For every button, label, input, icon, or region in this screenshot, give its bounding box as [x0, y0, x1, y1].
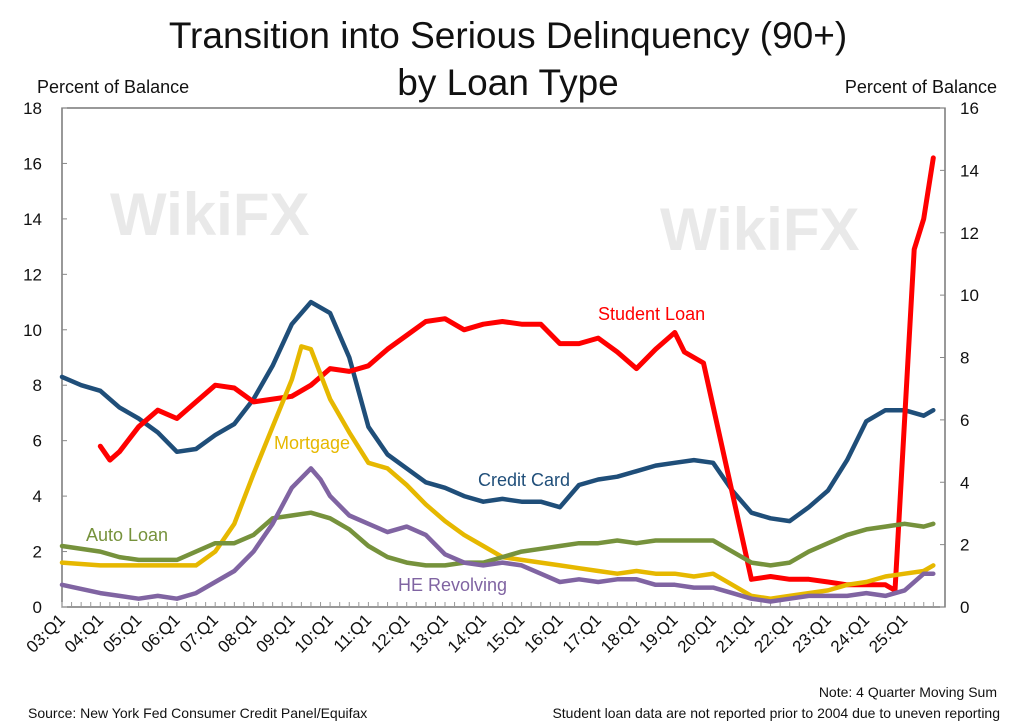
series-line-student-loan — [97, 155, 936, 593]
y-tick-label-left: 6 — [33, 432, 42, 451]
x-tick-label: 10:Q1 — [291, 610, 337, 656]
x-tick-label: 14:Q1 — [444, 610, 490, 656]
label-he-revolving: HE Revolving — [398, 575, 507, 595]
x-tick-label: 09:Q1 — [252, 610, 298, 656]
y-axis-label-left: Percent of Balance — [37, 77, 189, 97]
x-tick-label: 13:Q1 — [406, 610, 452, 656]
y-tick-label-left: 2 — [33, 543, 42, 562]
x-tick-label: 19:Q1 — [635, 610, 681, 656]
series-line-auto-loan — [59, 510, 936, 568]
x-tick-label: 20:Q1 — [674, 610, 720, 656]
y-tick-label-right: 12 — [960, 224, 979, 243]
source: Source: New York Fed Consumer Credit Pan… — [28, 705, 367, 721]
label-student-loan: Student Loan — [598, 304, 705, 324]
x-tick-label: 22:Q1 — [750, 610, 796, 656]
x-tick-label: 24:Q1 — [827, 610, 873, 656]
y-tick-label-right: 16 — [960, 99, 979, 118]
chart-title: Transition into Serious Delinquency (90+… — [169, 15, 847, 56]
series-line-mortgage — [59, 344, 936, 601]
x-tick-label: 11:Q1 — [330, 610, 375, 655]
x-tick-label: 23:Q1 — [789, 610, 835, 656]
y-tick-label-right: 10 — [960, 286, 979, 305]
y-tick-label-right: 6 — [960, 411, 969, 430]
series-line-he-revolving — [59, 466, 936, 604]
x-tick-label: 12:Q1 — [367, 610, 413, 656]
y-tick-label-right: 4 — [960, 473, 969, 492]
footnote: Student loan data are not reported prior… — [552, 705, 1000, 721]
watermark: WikiFX — [110, 181, 309, 248]
x-tick-label: 06:Q1 — [138, 610, 184, 656]
label-mortgage: Mortgage — [274, 433, 350, 453]
y-tick-label-right: 2 — [960, 536, 969, 555]
y-tick-label-right: 8 — [960, 349, 969, 368]
y-tick-label-left: 18 — [23, 99, 42, 118]
x-tick-label: 03:Q1 — [23, 610, 69, 656]
y-tick-label-right: 14 — [960, 161, 979, 180]
x-tick-label: 17:Q1 — [559, 610, 605, 656]
y-tick-label-left: 14 — [23, 210, 42, 229]
y-tick-label-left: 8 — [33, 376, 42, 395]
x-tick-label: 16:Q1 — [521, 610, 567, 656]
y-tick-label-left: 16 — [23, 154, 42, 173]
y-tick-label-left: 10 — [23, 321, 42, 340]
series-line-credit-card — [59, 299, 936, 524]
x-tick-label: 07:Q1 — [176, 610, 222, 656]
y-tick-label-left: 4 — [33, 487, 42, 506]
x-tick-label: 05:Q1 — [99, 610, 145, 656]
y-tick-label-left: 0 — [33, 598, 42, 617]
label-credit-card: Credit Card — [478, 470, 570, 490]
y-tick-label-right: 0 — [960, 598, 969, 617]
x-tick-label: 15:Q1 — [482, 610, 528, 656]
watermark: WikiFX — [660, 196, 859, 263]
y-tick-label-left: 12 — [23, 265, 42, 284]
x-tick-label: 21:Q1 — [712, 610, 758, 656]
x-tick-label: 04:Q1 — [61, 610, 107, 656]
x-tick-label: 25:Q1 — [865, 610, 911, 656]
y-axis-label-right: Percent of Balance — [845, 77, 997, 97]
note: Note: 4 Quarter Moving Sum — [819, 684, 997, 700]
x-tick-label: 18:Q1 — [597, 610, 643, 656]
label-auto-loan: Auto Loan — [86, 525, 168, 545]
x-tick-label: 08:Q1 — [214, 610, 260, 656]
chart-subtitle: by Loan Type — [397, 62, 619, 103]
